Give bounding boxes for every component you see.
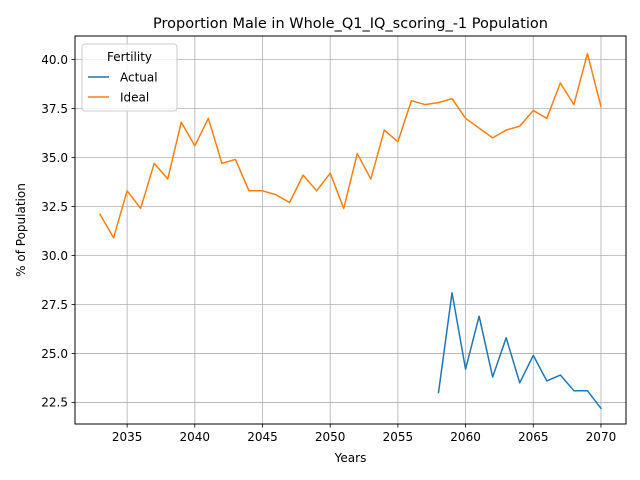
y-tick-label: 25.0: [41, 347, 68, 361]
x-tick-label: 2050: [315, 430, 346, 444]
x-tick-label: 2060: [450, 430, 481, 444]
y-axis-ticks: 22.5 25.0 27.5 30.0 32.5 35.0 37.5 40.0: [41, 53, 75, 410]
plot-frame: [74, 35, 627, 425]
chart-title: Proportion Male in Whole_Q1_IQ_scoring_-…: [153, 16, 548, 32]
x-tick-label: 2070: [586, 430, 617, 444]
legend-title: Fertility: [107, 50, 152, 64]
x-tick-label: 2040: [180, 430, 211, 444]
y-tick-label: 40.0: [41, 53, 68, 67]
grid: [75, 36, 626, 424]
legend: Fertility Actual Ideal: [81, 43, 178, 112]
y-tick-label: 35.0: [41, 151, 68, 165]
legend-label-ideal: Ideal: [120, 91, 149, 105]
y-tick-label: 30.0: [41, 249, 68, 263]
legend-items: Actual Ideal: [88, 71, 158, 105]
x-axis-ticks: 2035 2040 2045 2050 2055 2060 2065 2070: [112, 424, 616, 444]
x-tick-label: 2035: [112, 430, 143, 444]
x-tick-label: 2045: [247, 430, 278, 444]
series-line-actual: [437, 291, 603, 410]
x-tick-label: 2055: [383, 430, 414, 444]
x-tick-label: 2065: [518, 430, 549, 444]
x-axis-label: Years: [334, 451, 367, 465]
y-tick-label: 22.5: [41, 396, 68, 410]
series-line-ideal: [99, 52, 602, 239]
y-tick-label: 37.5: [41, 102, 68, 116]
legend-box: [81, 43, 178, 112]
y-tick-label: 27.5: [41, 298, 68, 312]
series-lines: [99, 52, 603, 410]
y-axis-label: % of Population: [14, 183, 28, 277]
legend-label-actual: Actual: [120, 71, 158, 85]
y-tick-label: 32.5: [41, 200, 68, 214]
